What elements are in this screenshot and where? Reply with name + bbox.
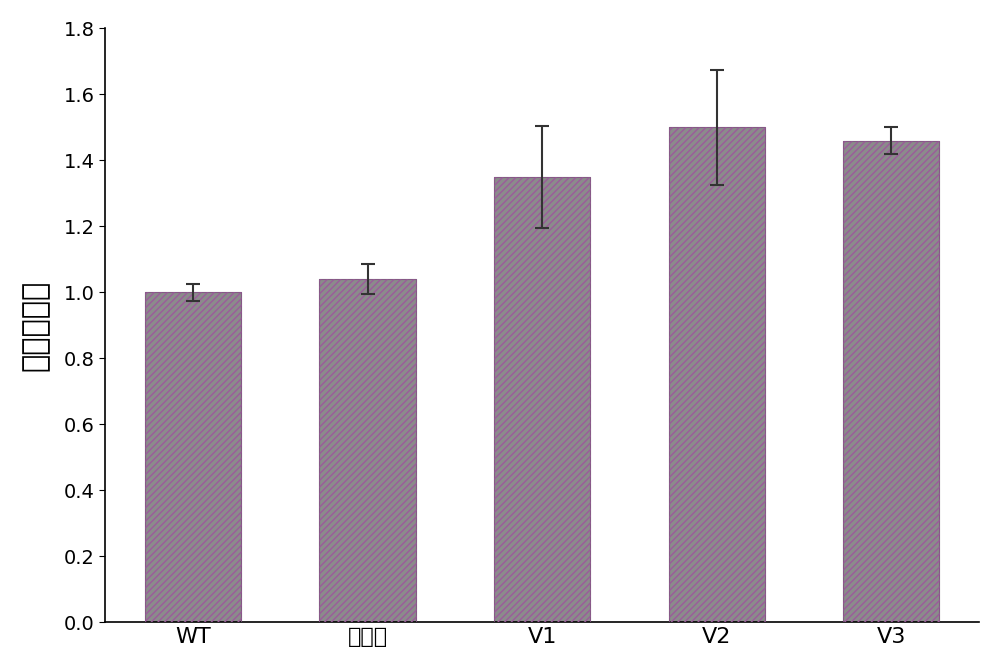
- Bar: [494, 177, 590, 623]
- Bar: [319, 279, 416, 623]
- Bar: [843, 140, 939, 623]
- Bar: [494, 177, 590, 623]
- Y-axis label: 相对表达量: 相对表达量: [21, 280, 50, 371]
- Bar: [319, 279, 416, 623]
- Bar: [843, 140, 939, 623]
- Bar: [145, 293, 241, 623]
- Bar: [669, 128, 765, 623]
- Bar: [669, 128, 765, 623]
- Bar: [145, 293, 241, 623]
